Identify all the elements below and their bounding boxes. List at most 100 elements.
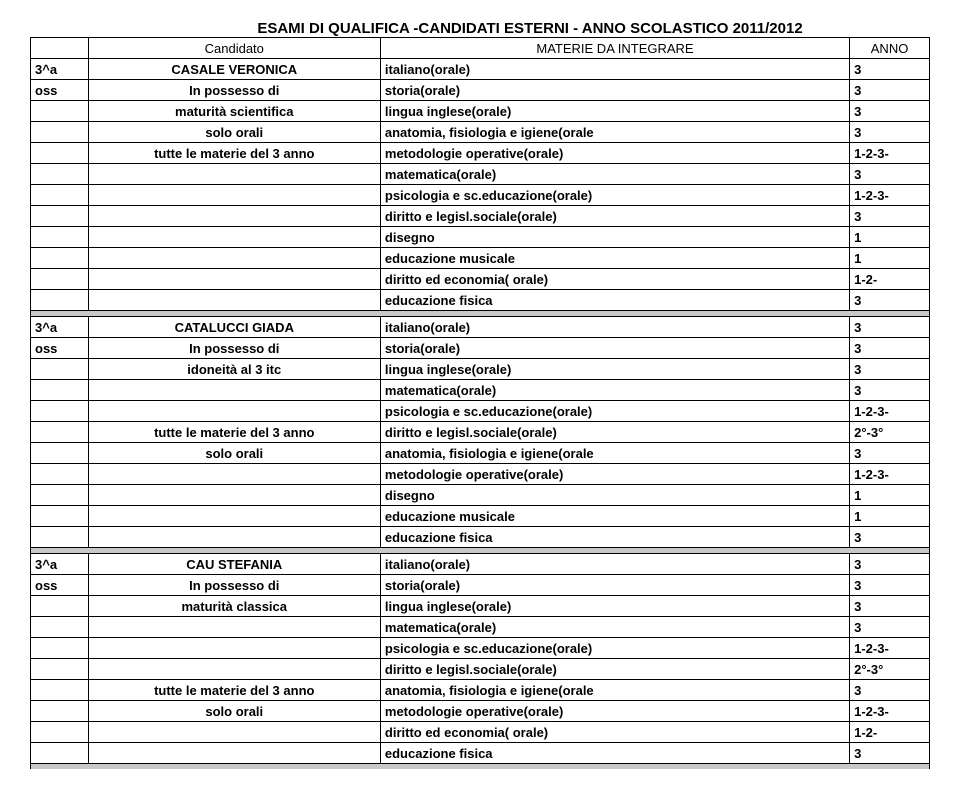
cell: 1-2-3- bbox=[850, 701, 930, 722]
table-row: ossIn possesso distoria(orale)3 bbox=[31, 575, 930, 596]
cell: 3 bbox=[850, 80, 930, 101]
table-row: educazione fisica3 bbox=[31, 527, 930, 548]
cell: diritto e legisl.sociale(orale) bbox=[380, 206, 849, 227]
cell: diritto e legisl.sociale(orale) bbox=[380, 659, 849, 680]
cell bbox=[31, 680, 89, 701]
cell bbox=[31, 380, 89, 401]
cell: italiano(orale) bbox=[380, 317, 849, 338]
cell: 2°-3° bbox=[850, 659, 930, 680]
cell: tutte le materie del 3 anno bbox=[88, 680, 380, 701]
cell: educazione musicale bbox=[380, 248, 849, 269]
cell bbox=[88, 206, 380, 227]
table-row: ossIn possesso distoria(orale)3 bbox=[31, 338, 930, 359]
cell: 3 bbox=[850, 359, 930, 380]
cell: educazione fisica bbox=[380, 290, 849, 311]
cell bbox=[31, 269, 89, 290]
table-row: educazione fisica3 bbox=[31, 290, 930, 311]
cell: 3 bbox=[850, 164, 930, 185]
table-header-col4: ANNO bbox=[850, 38, 930, 59]
cell bbox=[31, 506, 89, 527]
cell bbox=[88, 164, 380, 185]
table-row: matematica(orale)3 bbox=[31, 380, 930, 401]
cell: diritto ed economia( orale) bbox=[380, 269, 849, 290]
cell: 1-2- bbox=[850, 722, 930, 743]
cell: 1-2-3- bbox=[850, 143, 930, 164]
cell bbox=[31, 248, 89, 269]
cell bbox=[88, 485, 380, 506]
cell: storia(orale) bbox=[380, 338, 849, 359]
cell bbox=[88, 659, 380, 680]
table-row: educazione fisica3 bbox=[31, 743, 930, 764]
table-header-col3: MATERIE DA INTEGRARE bbox=[380, 38, 849, 59]
table-row: idoneità al 3 itclingua inglese(orale)3 bbox=[31, 359, 930, 380]
cell bbox=[88, 269, 380, 290]
cell: 3^a bbox=[31, 554, 89, 575]
cell: lingua inglese(orale) bbox=[380, 359, 849, 380]
table-row: matematica(orale)3 bbox=[31, 617, 930, 638]
cell: solo orali bbox=[88, 122, 380, 143]
cell: matematica(orale) bbox=[380, 617, 849, 638]
cell: storia(orale) bbox=[380, 80, 849, 101]
cell: 1 bbox=[850, 485, 930, 506]
cell bbox=[31, 164, 89, 185]
cell: disegno bbox=[380, 227, 849, 248]
table-row: tutte le materie del 3 annometodologie o… bbox=[31, 143, 930, 164]
table-row: solo oralimetodologie operative(orale)1-… bbox=[31, 701, 930, 722]
cell: disegno bbox=[380, 485, 849, 506]
cell: CASALE VERONICA bbox=[88, 59, 380, 80]
cell: 3 bbox=[850, 617, 930, 638]
cell: 1 bbox=[850, 248, 930, 269]
cell: diritto e legisl.sociale(orale) bbox=[380, 422, 849, 443]
cell: anatomia, fisiologia e igiene(orale bbox=[380, 122, 849, 143]
cell: italiano(orale) bbox=[380, 554, 849, 575]
cell bbox=[88, 227, 380, 248]
cell: CATALUCCI GIADA bbox=[88, 317, 380, 338]
exam-table: CandidatoMATERIE DA INTEGRAREANNO3^aCASA… bbox=[30, 37, 930, 769]
cell: italiano(orale) bbox=[380, 59, 849, 80]
table-header-empty bbox=[31, 38, 89, 59]
table-row: psicologia e sc.educazione(orale)1-2-3- bbox=[31, 401, 930, 422]
cell: diritto ed economia( orale) bbox=[380, 722, 849, 743]
cell: metodologie operative(orale) bbox=[380, 701, 849, 722]
cell bbox=[31, 743, 89, 764]
cell: solo orali bbox=[88, 701, 380, 722]
cell: 3 bbox=[850, 443, 930, 464]
cell: 3^a bbox=[31, 317, 89, 338]
cell: 3 bbox=[850, 527, 930, 548]
table-row: maturità scientificalingua inglese(orale… bbox=[31, 101, 930, 122]
table-row: disegno1 bbox=[31, 485, 930, 506]
cell bbox=[88, 401, 380, 422]
cell bbox=[31, 485, 89, 506]
cell bbox=[31, 290, 89, 311]
cell bbox=[88, 638, 380, 659]
cell: oss bbox=[31, 80, 89, 101]
cell: maturità classica bbox=[88, 596, 380, 617]
cell: 3 bbox=[850, 554, 930, 575]
cell: idoneità al 3 itc bbox=[88, 359, 380, 380]
cell: oss bbox=[31, 575, 89, 596]
table-row: diritto ed economia( orale)1-2- bbox=[31, 722, 930, 743]
table-row: disegno1 bbox=[31, 227, 930, 248]
cell: metodologie operative(orale) bbox=[380, 143, 849, 164]
cell: 1-2- bbox=[850, 269, 930, 290]
table-row: 3^aCASALE VERONICAitaliano(orale)3 bbox=[31, 59, 930, 80]
cell: psicologia e sc.educazione(orale) bbox=[380, 185, 849, 206]
table-row: educazione musicale1 bbox=[31, 248, 930, 269]
cell bbox=[88, 380, 380, 401]
cell bbox=[88, 248, 380, 269]
cell: 1-2-3- bbox=[850, 464, 930, 485]
cell bbox=[88, 722, 380, 743]
cell bbox=[31, 464, 89, 485]
cell bbox=[88, 290, 380, 311]
cell bbox=[31, 443, 89, 464]
table-row: diritto ed economia( orale)1-2- bbox=[31, 269, 930, 290]
table-row: psicologia e sc.educazione(orale)1-2-3- bbox=[31, 638, 930, 659]
table-row: tutte le materie del 3 annodiritto e leg… bbox=[31, 422, 930, 443]
cell: 1 bbox=[850, 227, 930, 248]
cell: 3 bbox=[850, 206, 930, 227]
cell: In possesso di bbox=[88, 575, 380, 596]
cell bbox=[31, 422, 89, 443]
cell: 1 bbox=[850, 506, 930, 527]
cell bbox=[31, 527, 89, 548]
cell bbox=[88, 464, 380, 485]
